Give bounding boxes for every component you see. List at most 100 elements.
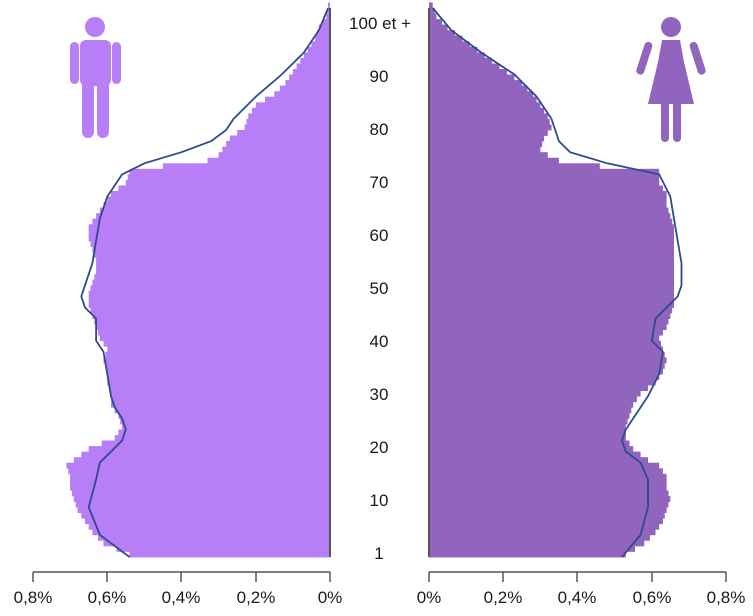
men-age-bar bbox=[88, 523, 330, 530]
men-age-bar bbox=[96, 324, 330, 331]
age-tick-label: 90 bbox=[370, 67, 389, 86]
women-age-bar bbox=[429, 229, 674, 236]
women-age-bar bbox=[429, 235, 674, 242]
men-age-bar bbox=[222, 146, 330, 153]
women-age-bar bbox=[429, 401, 634, 408]
women-age-bar bbox=[429, 551, 626, 558]
women-age-bar bbox=[429, 41, 470, 48]
women-age-bar bbox=[429, 296, 674, 303]
women-age-bar bbox=[429, 157, 559, 164]
women-age-bar bbox=[429, 191, 667, 197]
men-age-bar bbox=[98, 534, 330, 541]
men-age-bar bbox=[252, 107, 330, 114]
women-age-bar bbox=[429, 152, 548, 159]
women-age-bar bbox=[429, 374, 660, 380]
x-tick-label: 0,2% bbox=[237, 588, 276, 607]
women-age-bar bbox=[429, 324, 667, 331]
left-x-axis: 0,8% 0,6% 0,4% 0,2% 0% bbox=[14, 571, 342, 607]
men-age-bar bbox=[322, 19, 330, 26]
women-age-bar bbox=[429, 135, 545, 142]
women-age-bar bbox=[429, 351, 665, 358]
women-age-bar bbox=[429, 484, 667, 491]
men-age-bar bbox=[265, 96, 330, 103]
men-age-bar bbox=[92, 246, 331, 253]
men-age-bar bbox=[226, 141, 331, 148]
men-age-bar bbox=[248, 113, 330, 120]
x-tick-label: 0,8% bbox=[707, 588, 746, 607]
women-age-bar bbox=[429, 423, 626, 430]
men-age-bar bbox=[300, 57, 330, 64]
men-age-bar bbox=[72, 490, 330, 497]
women-age-bar bbox=[429, 307, 673, 314]
men-age-bar bbox=[92, 529, 331, 536]
men-age-bar bbox=[327, 8, 330, 14]
men-age-bar bbox=[90, 285, 330, 292]
men-age-bar bbox=[96, 263, 330, 270]
men-age-bar bbox=[107, 379, 331, 386]
men-age-bar bbox=[96, 257, 330, 264]
women-age-bar bbox=[429, 163, 600, 170]
men-age-bar bbox=[105, 351, 331, 358]
men-age-bar bbox=[81, 451, 330, 458]
women-age-bar bbox=[429, 69, 507, 75]
women-age-bar bbox=[429, 512, 665, 519]
men-age-bar bbox=[292, 69, 330, 75]
women-age-bar bbox=[429, 141, 543, 148]
women-age-bar bbox=[429, 224, 674, 231]
women-age-bar bbox=[429, 174, 660, 181]
men-age-bar bbox=[73, 457, 331, 464]
x-tick-label: 0,4% bbox=[558, 588, 597, 607]
men-age-bar bbox=[92, 279, 331, 286]
women-age-bar bbox=[429, 19, 442, 26]
women-age-bar bbox=[429, 118, 550, 125]
x-tick-label: 0,6% bbox=[633, 588, 672, 607]
men-age-bar bbox=[94, 274, 330, 281]
men-age-bar bbox=[114, 407, 330, 414]
men-age-bar bbox=[99, 207, 330, 214]
age-tick-label: 50 bbox=[370, 279, 389, 298]
x-tick-label: 0,8% bbox=[14, 588, 53, 607]
men-age-bar bbox=[90, 240, 330, 247]
women-age-bar bbox=[429, 218, 673, 225]
women-age-bar bbox=[429, 340, 661, 347]
women-age-bar bbox=[429, 329, 663, 336]
women-age-bar bbox=[429, 113, 548, 120]
women-age-bar bbox=[429, 91, 533, 98]
women-age-bar bbox=[429, 57, 493, 64]
men-age-bar bbox=[218, 152, 330, 159]
men-age-bar bbox=[129, 551, 330, 558]
men-age-bar bbox=[96, 268, 330, 275]
men-age-bar bbox=[127, 174, 330, 181]
women-age-bar bbox=[429, 35, 463, 42]
x-tick-label: 0,6% bbox=[88, 588, 127, 607]
men-age-bar bbox=[120, 418, 330, 425]
men-age-bar bbox=[125, 179, 330, 186]
women-age-bar bbox=[429, 257, 674, 264]
men-age-bar bbox=[317, 30, 330, 37]
men-age-bar bbox=[94, 318, 330, 325]
men-age-bar bbox=[85, 518, 330, 525]
men-age-bar bbox=[118, 429, 331, 436]
women-age-bar bbox=[429, 196, 667, 203]
women-age-bar bbox=[429, 46, 478, 53]
man-icon bbox=[70, 17, 121, 138]
men-age-bar bbox=[326, 13, 330, 20]
men-age-bar bbox=[116, 545, 330, 552]
women-age-bar bbox=[429, 507, 667, 514]
women-age-bar bbox=[429, 102, 541, 109]
men-age-bar bbox=[255, 102, 331, 109]
men-age-bar bbox=[274, 91, 330, 98]
age-tick-label: 40 bbox=[370, 332, 389, 351]
men-age-bar bbox=[101, 440, 330, 447]
women-age-bar bbox=[429, 440, 630, 447]
men-age-bar bbox=[88, 296, 330, 303]
right-x-axis: 0% 0,2% 0,4% 0,6% 0,8% bbox=[417, 571, 746, 607]
men-age-bar bbox=[92, 218, 331, 225]
men-age-bar bbox=[111, 390, 330, 397]
women-age-bar bbox=[429, 52, 485, 59]
women-age-bar bbox=[429, 268, 674, 275]
women-age-bar bbox=[429, 318, 669, 325]
women-age-bar bbox=[429, 124, 552, 131]
men-age-bar bbox=[304, 52, 330, 59]
